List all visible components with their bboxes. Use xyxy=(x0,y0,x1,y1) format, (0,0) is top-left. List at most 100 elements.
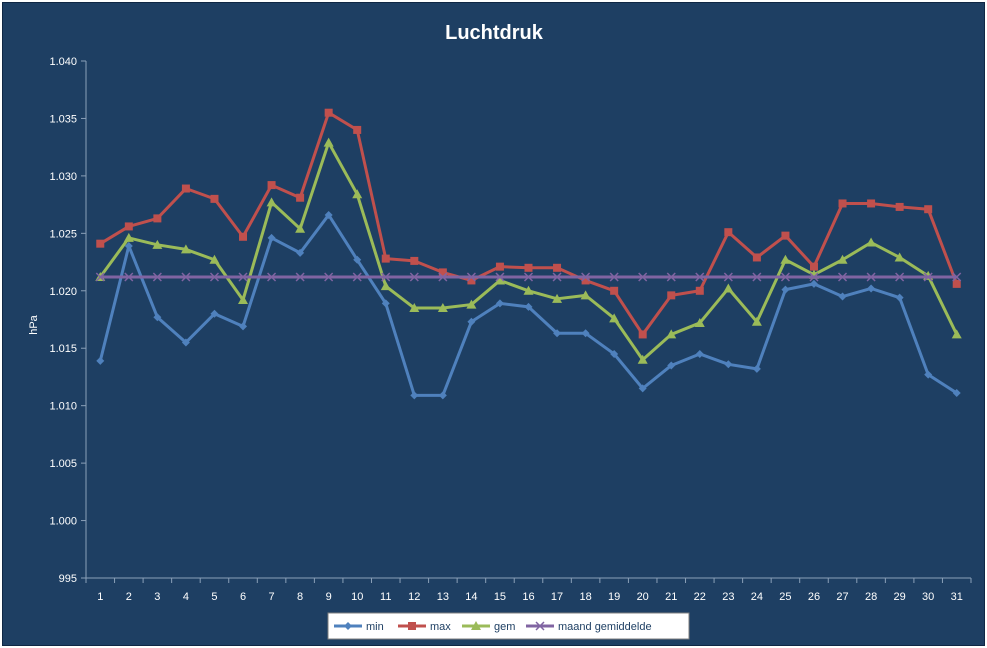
y-tick-label: 1.040 xyxy=(49,56,77,68)
data-point-maand-gemiddelde xyxy=(495,272,505,282)
x-tick-label: 14 xyxy=(465,591,477,603)
data-point-maand-gemiddelde xyxy=(609,272,619,282)
y-axis-label: hPa xyxy=(28,314,40,334)
x-tick-label: 29 xyxy=(894,591,906,603)
data-point-maand-gemiddelde-stroke xyxy=(780,272,790,282)
data-point-maand-gemiddelde xyxy=(152,272,162,282)
data-point-maand-gemiddelde-stroke xyxy=(752,272,762,282)
data-point-min xyxy=(124,241,133,250)
data-point-maand-gemiddelde-stroke xyxy=(409,272,419,282)
data-point-max xyxy=(667,291,676,300)
data-point-gem xyxy=(323,137,334,147)
legend-swatch-marker-gem xyxy=(471,621,481,630)
data-point-maand-gemiddelde xyxy=(581,272,591,282)
x-tick-label: 26 xyxy=(808,591,820,603)
x-tick-label: 15 xyxy=(494,591,506,603)
legend-box xyxy=(327,612,690,640)
data-point-maand-gemiddelde-stroke xyxy=(267,272,277,282)
data-point-min xyxy=(752,364,761,373)
data-point-gem xyxy=(866,237,877,247)
data-point-max xyxy=(838,199,847,208)
data-point-min xyxy=(353,255,362,264)
x-tick-label: 4 xyxy=(183,591,189,603)
data-point-maand-gemiddelde xyxy=(124,272,134,282)
data-point-min xyxy=(667,361,676,370)
data-point-gem xyxy=(494,275,505,285)
data-point-max xyxy=(752,253,761,262)
y-tick-label: 1.020 xyxy=(49,286,77,298)
data-point-max xyxy=(495,262,504,271)
data-point-maand-gemiddelde xyxy=(181,272,191,282)
data-point-gem xyxy=(609,313,620,323)
data-point-maand-gemiddelde-stroke xyxy=(523,272,534,282)
data-point-min xyxy=(210,309,219,318)
data-point-maand-gemiddelde xyxy=(638,272,648,282)
data-point-max xyxy=(610,286,619,295)
x-tick-label: 20 xyxy=(637,591,649,603)
data-point-max xyxy=(153,214,162,223)
data-point-maand-gemiddelde xyxy=(466,272,476,282)
data-point-min xyxy=(638,384,647,393)
data-point-maand-gemiddelde xyxy=(209,272,219,282)
x-tick-label: 12 xyxy=(408,591,420,603)
data-point-max xyxy=(96,239,105,248)
data-point-gem xyxy=(780,254,791,264)
data-point-maand-gemiddelde xyxy=(523,272,534,282)
data-point-maand-gemiddelde xyxy=(238,272,248,282)
y-tick-label: 995 xyxy=(59,573,77,585)
data-point-min xyxy=(381,299,390,308)
data-point-max xyxy=(267,181,276,190)
data-point-gem xyxy=(751,316,762,326)
data-point-max xyxy=(895,202,904,211)
data-point-maand-gemiddelde xyxy=(838,272,848,282)
data-point-maand-gemiddelde-stroke xyxy=(181,272,191,282)
y-tick-label: 1.010 xyxy=(49,401,77,413)
data-point-maand-gemiddelde xyxy=(267,272,277,282)
data-point-gem xyxy=(209,254,220,264)
y-tick-label: 1.025 xyxy=(49,228,77,240)
series-gem xyxy=(95,137,962,364)
data-point-max xyxy=(296,193,305,202)
data-point-maand-gemiddelde xyxy=(666,272,676,282)
data-point-maand-gemiddelde xyxy=(952,272,962,282)
data-point-min xyxy=(524,302,533,311)
data-point-gem xyxy=(295,223,306,233)
data-point-min xyxy=(952,389,961,398)
x-tick-label: 28 xyxy=(865,591,877,603)
data-point-max xyxy=(124,222,133,231)
data-point-maand-gemiddelde-stroke xyxy=(466,272,476,282)
data-point-max xyxy=(239,232,248,241)
data-point-max xyxy=(867,199,876,208)
series-line-gem xyxy=(99,141,959,362)
data-point-gem xyxy=(552,293,563,303)
data-point-maand-gemiddelde-stroke xyxy=(152,272,162,282)
x-tick-label: 11 xyxy=(380,591,391,603)
legend-label-gem: gem xyxy=(494,621,515,633)
x-tick-label: 25 xyxy=(779,591,791,603)
data-point-maand-gemiddelde-stroke xyxy=(866,272,876,282)
data-point-maand-gemiddelde-stroke xyxy=(124,272,134,282)
y-tick-label: 1.000 xyxy=(49,516,77,528)
data-point-min xyxy=(324,210,333,219)
data-point-max xyxy=(353,125,362,134)
data-point-gem xyxy=(694,317,705,327)
x-tick-label: 10 xyxy=(351,591,363,603)
data-point-maand-gemiddelde-stroke xyxy=(952,272,962,282)
data-point-max xyxy=(924,205,933,214)
data-point-maand-gemiddelde-stroke xyxy=(238,272,248,282)
data-point-maand-gemiddelde-stroke xyxy=(895,272,905,282)
data-point-maand-gemiddelde-stroke xyxy=(666,272,676,282)
data-point-min xyxy=(724,360,733,369)
data-point-gem xyxy=(637,354,648,364)
data-point-max xyxy=(581,276,590,285)
data-point-min xyxy=(239,322,248,331)
x-tick-label: 18 xyxy=(579,591,591,603)
data-point-min xyxy=(153,313,162,322)
data-point-max xyxy=(553,263,562,272)
x-tick-label: 19 xyxy=(608,591,620,603)
data-point-min xyxy=(924,370,933,379)
data-point-max xyxy=(410,256,419,265)
data-point-maand-gemiddelde xyxy=(809,272,819,282)
data-point-min xyxy=(695,349,704,358)
legend-label-maand-gemiddelde: maand gemiddelde xyxy=(558,621,652,633)
